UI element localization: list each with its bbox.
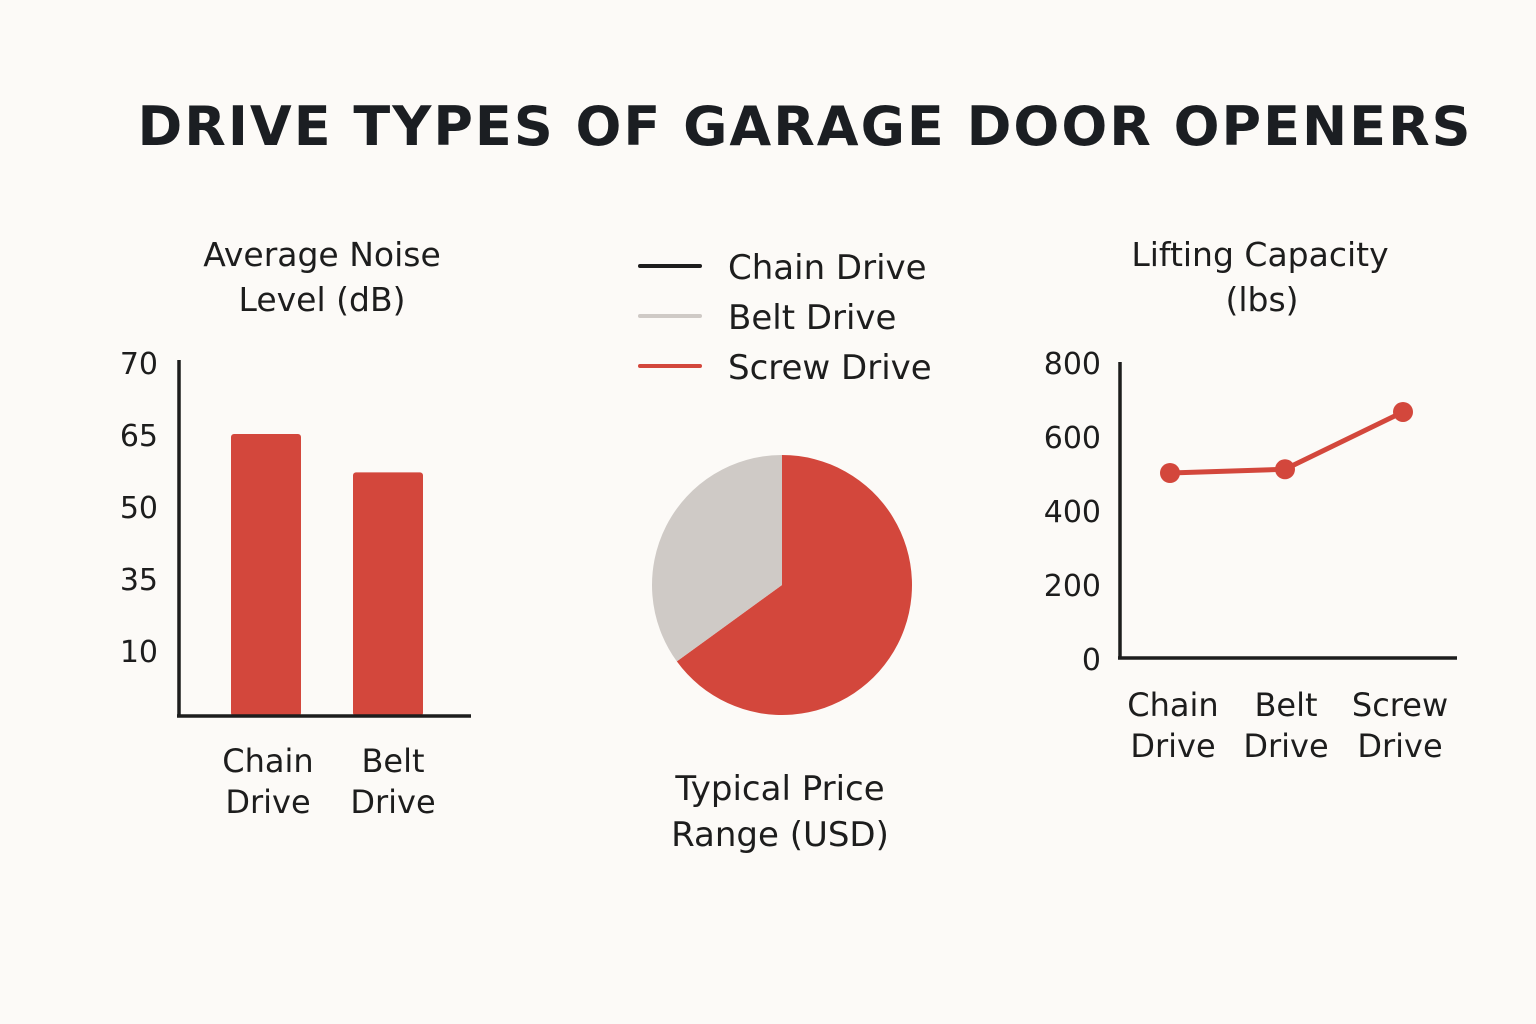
legend: Chain Drive Belt Drive Screw Drive — [638, 248, 932, 388]
bar-chart-noise: Average Noise Level (dB) 70 65 50 35 10 Chai… — [120, 235, 471, 821]
bar-chart-title-line-1: Average Noise — [203, 235, 441, 274]
bar-y-tick-label: 65 — [120, 419, 158, 454]
bar-x-tick-label: Belt — [361, 742, 424, 780]
line-y-tick-label: 200 — [1044, 569, 1101, 604]
line-point — [1275, 459, 1295, 480]
bar-series — [231, 434, 423, 716]
line-y-tick-label: 600 — [1044, 421, 1101, 456]
bar-y-tick-label: 70 — [120, 347, 158, 382]
bar-x-tick-label: Drive — [225, 783, 310, 821]
bar-y-tick-label: 35 — [120, 563, 158, 598]
bar-belt-drive — [353, 472, 423, 716]
bar-x-tick-label: Drive — [350, 783, 435, 821]
line-x-tick-label: Drive — [1243, 727, 1328, 765]
pie-chart-title-line-1: Typical Price — [674, 769, 884, 809]
line-x-tick-label: Belt — [1254, 686, 1317, 724]
bar-chain-drive — [231, 434, 301, 716]
line-chart-title-line-2: (lbs) — [1225, 280, 1298, 319]
legend-label: Belt Drive — [728, 298, 896, 338]
pie-slice-belt-drive — [652, 455, 782, 662]
pie-chart-title-line-2: Range (USD) — [671, 815, 889, 855]
bar-y-tick-labels: 70 65 50 35 10 — [120, 347, 158, 670]
line-y-tick-label: 800 — [1044, 347, 1101, 382]
line-point — [1160, 463, 1180, 483]
bar-x-tick-label: Chain — [222, 742, 313, 780]
line-x-tick-label: Drive — [1130, 727, 1215, 765]
line-x-tick-label: Screw — [1352, 686, 1448, 724]
page-title: DRIVE TYPES OF GARAGE DOOR OPENERS — [137, 95, 1473, 158]
line-x-tick-label: Drive — [1357, 727, 1442, 765]
legend-label: Chain Drive — [728, 248, 927, 288]
line-point — [1393, 401, 1413, 422]
line-chart-lifting: Lifting Capacity (lbs) 800 600 400 200 0 Cha… — [1044, 235, 1457, 765]
line-y-tick-label: 400 — [1044, 495, 1101, 530]
bar-chart-title-line-2: Level (dB) — [239, 280, 406, 319]
line-y-tick-label: 0 — [1082, 643, 1101, 678]
pie-chart-price: Chain Drive Belt Drive Screw Drive Typical… — [638, 248, 932, 855]
bar-y-tick-label: 10 — [120, 635, 158, 670]
legend-label: Screw Drive — [728, 348, 932, 388]
line-series — [1160, 401, 1413, 483]
line-chart-title-line-1: Lifting Capacity — [1131, 235, 1388, 274]
line-x-tick-label: Chain — [1127, 686, 1218, 724]
bar-y-tick-label: 50 — [120, 491, 158, 526]
pie-slices — [652, 455, 913, 715]
line-y-tick-labels: 800 600 400 200 0 — [1044, 347, 1101, 678]
pie-slice-screw-drive — [676, 455, 913, 715]
